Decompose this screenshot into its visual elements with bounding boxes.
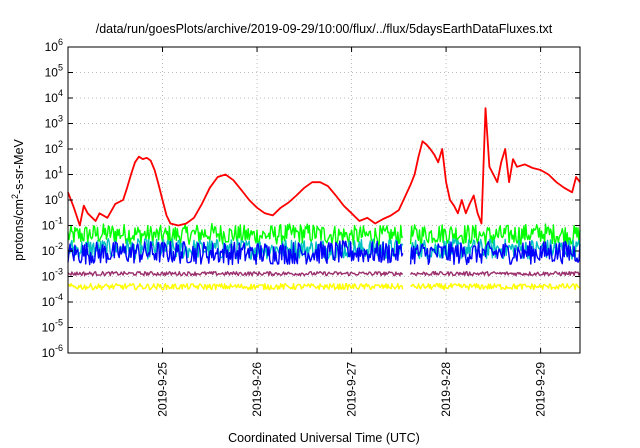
series-line xyxy=(409,238,581,260)
x-tick-label: 2019-9-28 xyxy=(439,362,453,417)
y-tick-label: 10-2 xyxy=(42,241,63,258)
series-line xyxy=(409,223,581,246)
series-line xyxy=(409,270,581,277)
axis-ticks: 10-6 10-5 10-4 10-3 10-2 10-1 100 101 102 103 104 1… xyxy=(42,37,580,417)
series-line xyxy=(67,107,581,227)
chart-title: /data/run/goesPlots/archive/2019-09-29/1… xyxy=(96,22,553,36)
y-tick-label: 105 xyxy=(45,63,63,80)
y-tick-label: 10-1 xyxy=(42,216,63,233)
data-series xyxy=(67,107,581,291)
y-tick-label: 104 xyxy=(45,88,63,105)
series-line xyxy=(67,282,404,291)
y-tick-label: 103 xyxy=(45,114,63,131)
y-tick-label: 101 xyxy=(45,165,63,182)
x-axis-label: Coordinated Universal Time (UTC) xyxy=(228,431,420,445)
y-tick-label: 10-5 xyxy=(42,318,63,335)
y-axis-label-superscript: 2 xyxy=(10,194,20,199)
y-axis-label: protons/cm2-s-sr-MeV xyxy=(10,138,26,260)
series-line xyxy=(67,270,404,277)
grid-lines xyxy=(68,47,580,353)
series-line xyxy=(409,240,581,266)
y-tick-label: 100 xyxy=(45,190,63,207)
y-tick-label: 106 xyxy=(45,37,63,54)
y-tick-label: 10-6 xyxy=(42,343,63,360)
x-tick-label: 2019-9-27 xyxy=(345,362,359,417)
x-tick-label: 2019-9-25 xyxy=(156,362,170,417)
y-axis-label-main: protons/cm xyxy=(12,199,26,261)
x-tick-label: 2019-9-29 xyxy=(534,362,548,417)
y-tick-label: 102 xyxy=(45,139,63,156)
y-tick-label: 10-3 xyxy=(42,267,63,284)
x-tick-label: 2019-9-26 xyxy=(250,362,264,417)
series-line xyxy=(410,282,581,291)
y-axis-label-rest: -s-sr-MeV xyxy=(12,138,26,194)
y-tick-label: 10-4 xyxy=(42,292,63,309)
series-line xyxy=(67,240,404,266)
series-line xyxy=(67,223,404,247)
